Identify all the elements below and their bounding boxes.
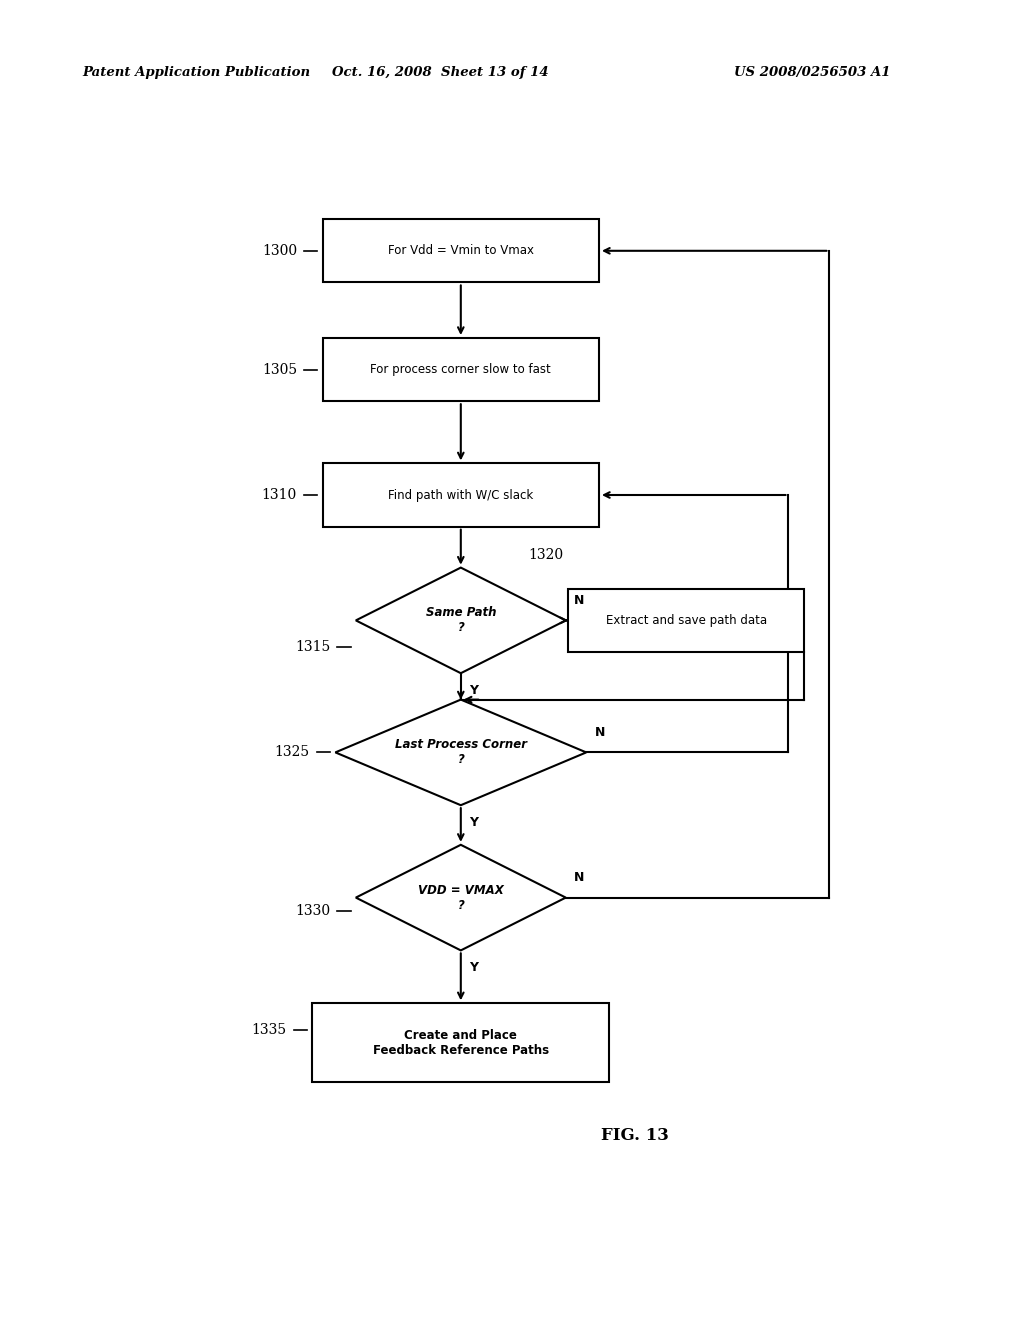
Text: 1305: 1305 <box>262 363 297 376</box>
Polygon shape <box>356 568 565 673</box>
Text: Extract and save path data: Extract and save path data <box>605 614 767 627</box>
Bar <box>323 219 599 282</box>
Bar <box>568 589 804 652</box>
Text: 1335: 1335 <box>252 1023 287 1036</box>
Bar <box>312 1003 609 1082</box>
Text: Oct. 16, 2008  Sheet 13 of 14: Oct. 16, 2008 Sheet 13 of 14 <box>332 66 549 79</box>
Text: Y: Y <box>469 816 478 829</box>
Text: Last Process Corner
?: Last Process Corner ? <box>395 738 526 767</box>
Text: 1300: 1300 <box>262 244 297 257</box>
Text: Find path with W/C slack: Find path with W/C slack <box>388 488 534 502</box>
Text: Same Path
?: Same Path ? <box>426 606 496 635</box>
Text: FIG. 13: FIG. 13 <box>601 1127 669 1143</box>
Text: For Vdd = Vmin to Vmax: For Vdd = Vmin to Vmax <box>388 244 534 257</box>
Text: Create and Place
Feedback Reference Paths: Create and Place Feedback Reference Path… <box>373 1028 549 1057</box>
Polygon shape <box>356 845 565 950</box>
Text: 1320: 1320 <box>528 548 563 562</box>
Text: For process corner slow to fast: For process corner slow to fast <box>371 363 551 376</box>
Text: VDD = VMAX
?: VDD = VMAX ? <box>418 883 504 912</box>
Text: 1330: 1330 <box>295 904 330 917</box>
Bar <box>323 463 599 527</box>
Text: N: N <box>573 871 585 884</box>
Text: 1310: 1310 <box>262 488 297 502</box>
Text: N: N <box>594 726 605 739</box>
Text: 1325: 1325 <box>274 746 309 759</box>
Text: Y: Y <box>469 684 478 697</box>
Bar <box>323 338 599 401</box>
Polygon shape <box>336 700 586 805</box>
Text: 1315: 1315 <box>295 640 330 653</box>
Text: Y: Y <box>469 961 478 974</box>
Text: N: N <box>573 594 585 607</box>
Text: US 2008/0256503 A1: US 2008/0256503 A1 <box>734 66 891 79</box>
Text: Patent Application Publication: Patent Application Publication <box>82 66 310 79</box>
